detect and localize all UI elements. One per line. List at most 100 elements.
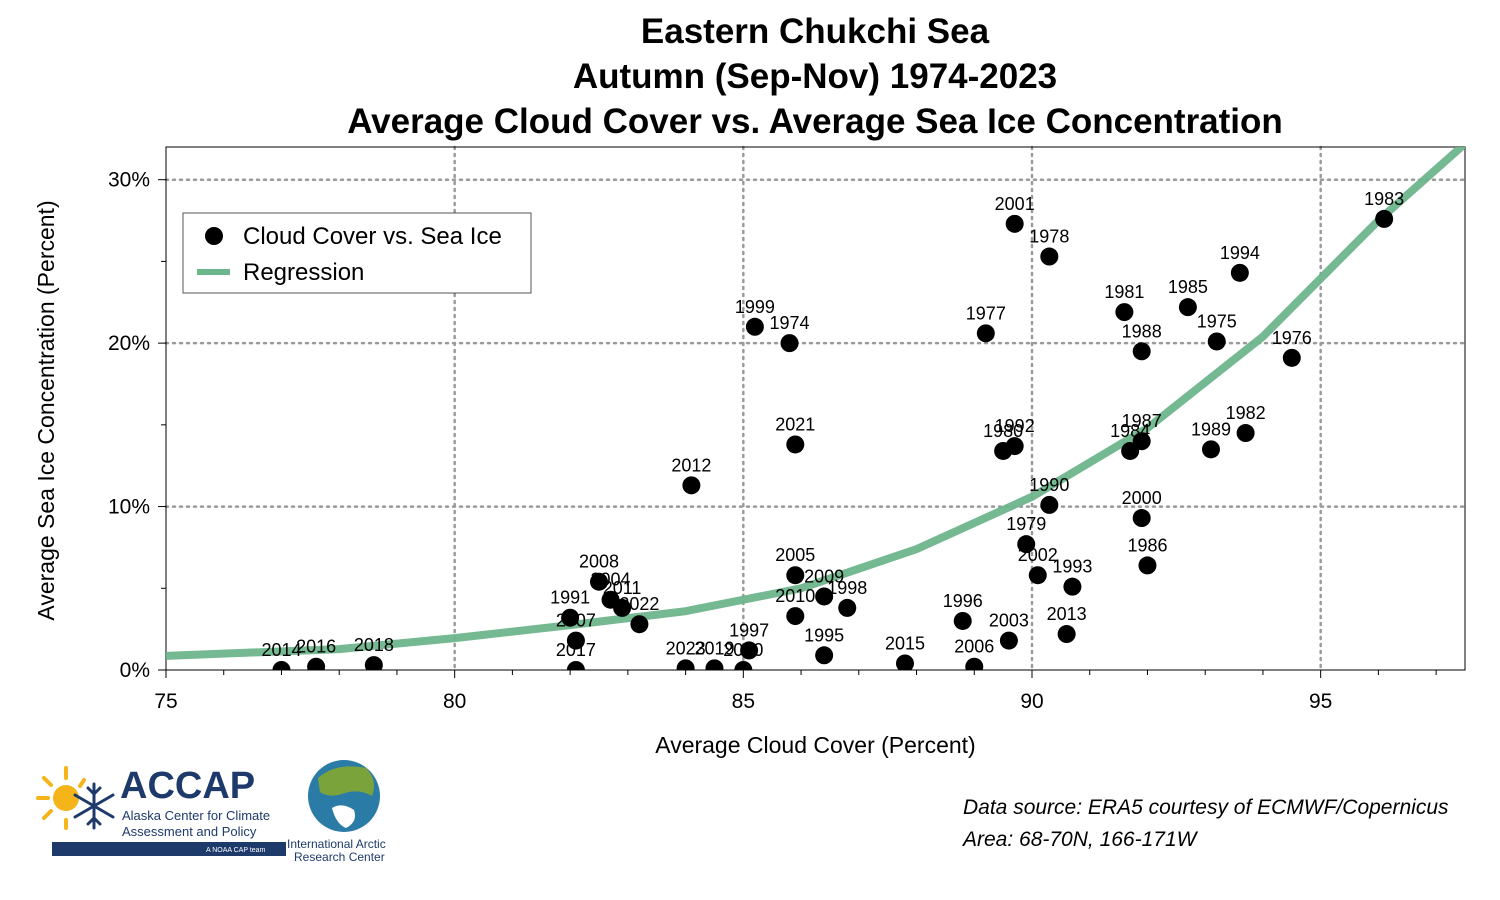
point-label-1998: 1998 xyxy=(827,578,867,598)
data-point-2021 xyxy=(786,435,805,454)
point-label-2022: 2022 xyxy=(619,594,659,614)
data-point-2009 xyxy=(815,587,834,606)
point-label-1980: 1980 xyxy=(983,421,1023,441)
grid xyxy=(164,145,1467,672)
x-axis-label: Average Cloud Cover (Percent) xyxy=(655,732,975,758)
accap-wordmark: ACCAP xyxy=(120,765,255,807)
legend: Cloud Cover vs. Sea Ice Regression xyxy=(182,212,532,294)
data-point-1989 xyxy=(1201,440,1220,459)
point-label-1995: 1995 xyxy=(804,625,844,645)
data-point-2023 xyxy=(676,659,695,670)
y-axis-label: Average Sea Ice Concentration (Percent) xyxy=(33,200,59,620)
data-point-2011 xyxy=(613,598,632,617)
point-label-1975: 1975 xyxy=(1197,311,1237,331)
data-point-1977 xyxy=(976,324,995,343)
x-tick-label: 80 xyxy=(443,690,466,713)
point-label-1991: 1991 xyxy=(550,588,590,608)
data-point-2020 xyxy=(734,661,753,670)
title-line-2: Autumn (Sep-Nov) 1974-2023 xyxy=(573,57,1057,96)
point-labels: 1974 1975 1976 1977 1978 1979 1980 1981 1982 1983… xyxy=(261,189,1404,660)
point-label-2010: 2010 xyxy=(775,586,815,606)
area-note: Area: 68-70N, 166-171W xyxy=(963,828,1197,851)
point-label-1988: 1988 xyxy=(1122,321,1162,341)
y-tick-label: 0% xyxy=(120,659,150,682)
iarc-name-2: Research Center xyxy=(294,850,385,864)
title-line-3: Average Cloud Cover vs. Average Sea Ice … xyxy=(347,102,1283,141)
data-point-2003 xyxy=(999,631,1018,650)
point-label-2009: 2009 xyxy=(804,566,844,586)
legend-label-points: Cloud Cover vs. Sea Ice xyxy=(243,223,502,250)
point-label-1989: 1989 xyxy=(1191,419,1231,439)
point-label-1982: 1982 xyxy=(1226,403,1266,423)
iarc-name-1: International Arctic xyxy=(287,837,386,851)
data-point-2010 xyxy=(786,607,805,626)
point-label-1986: 1986 xyxy=(1127,535,1167,555)
point-label-1979: 1979 xyxy=(1006,514,1046,534)
y-tick-label: 10% xyxy=(108,496,150,519)
data-point-1979 xyxy=(1017,535,1036,554)
point-label-1978: 1978 xyxy=(1029,227,1069,247)
x-tick-label: 95 xyxy=(1309,690,1332,713)
point-label-2014: 2014 xyxy=(261,640,301,660)
point-label-1974: 1974 xyxy=(769,313,809,333)
data-point-2012 xyxy=(682,476,701,495)
point-label-2008: 2008 xyxy=(579,552,619,572)
data-point-1994 xyxy=(1230,263,1249,282)
point-label-1997: 1997 xyxy=(729,620,769,640)
accap-badge-bar xyxy=(52,842,286,856)
data-point-2013 xyxy=(1057,625,1076,644)
chart-title: Eastern Chukchi Sea Autumn (Sep-Nov) 1974… xyxy=(347,12,1283,141)
data-point-2017 xyxy=(566,661,585,670)
accap-subtitle-2: Assessment and Policy xyxy=(122,824,257,839)
data-point-2022 xyxy=(630,615,649,634)
data-point-2008 xyxy=(590,572,608,591)
data-point-1981 xyxy=(1115,303,1134,322)
plot-frame xyxy=(165,146,1466,671)
point-label-1990: 1990 xyxy=(1029,475,1069,495)
sun-icon xyxy=(36,766,86,830)
data-point-1986 xyxy=(1138,556,1157,575)
x-tick-label: 90 xyxy=(1020,690,1043,713)
data-point-1998 xyxy=(838,598,857,617)
point-label-2013: 2013 xyxy=(1047,604,1087,624)
data-point-2001 xyxy=(1005,214,1024,233)
data-point-1982 xyxy=(1236,424,1255,443)
point-label-1977: 1977 xyxy=(966,303,1006,323)
data-point-2007 xyxy=(566,631,585,650)
data-point-1991 xyxy=(561,608,580,627)
data-point-1988 xyxy=(1132,342,1151,361)
point-label-2011: 2011 xyxy=(603,578,642,598)
data-point-1985 xyxy=(1178,298,1197,317)
point-label-2023: 2023 xyxy=(666,638,706,658)
legend-label-regression: Regression xyxy=(243,259,364,286)
data-point-1983 xyxy=(1375,209,1394,228)
point-label-2019: 2019 xyxy=(694,638,734,658)
point-label-2001: 2001 xyxy=(995,194,1035,214)
scatter-points xyxy=(272,209,1394,670)
data-point-1990 xyxy=(1040,495,1059,514)
point-label-1981: 1981 xyxy=(1104,282,1144,302)
point-label-2007: 2007 xyxy=(556,611,596,631)
data-source-note: Data source: ERA5 courtesy of ECMWF/Cope… xyxy=(963,796,1449,819)
globe-icon xyxy=(308,760,380,832)
data-point-2019 xyxy=(705,659,724,670)
point-label-1985: 1985 xyxy=(1168,277,1208,297)
point-label-2005: 2005 xyxy=(775,545,815,565)
point-label-1984: 1984 xyxy=(1110,421,1150,441)
point-label-2003: 2003 xyxy=(989,611,1029,631)
data-point-2005 xyxy=(786,566,805,585)
x-tick-label: 75 xyxy=(154,690,177,713)
point-label-1976: 1976 xyxy=(1272,328,1312,348)
x-tick-label: 85 xyxy=(732,690,755,713)
data-point-1987 xyxy=(1132,432,1151,451)
data-point-2006 xyxy=(965,657,984,670)
data-point-1997 xyxy=(740,641,759,660)
legend-box xyxy=(182,212,532,294)
snowflake-icon xyxy=(73,782,115,830)
point-label-2006: 2006 xyxy=(954,637,994,657)
data-point-1999 xyxy=(745,317,764,336)
accap-subtitle-1: Alaska Center for Climate xyxy=(122,808,270,823)
data-point-1992 xyxy=(1005,437,1024,456)
y-tick-label: 20% xyxy=(108,332,150,355)
point-label-2012: 2012 xyxy=(671,455,711,475)
